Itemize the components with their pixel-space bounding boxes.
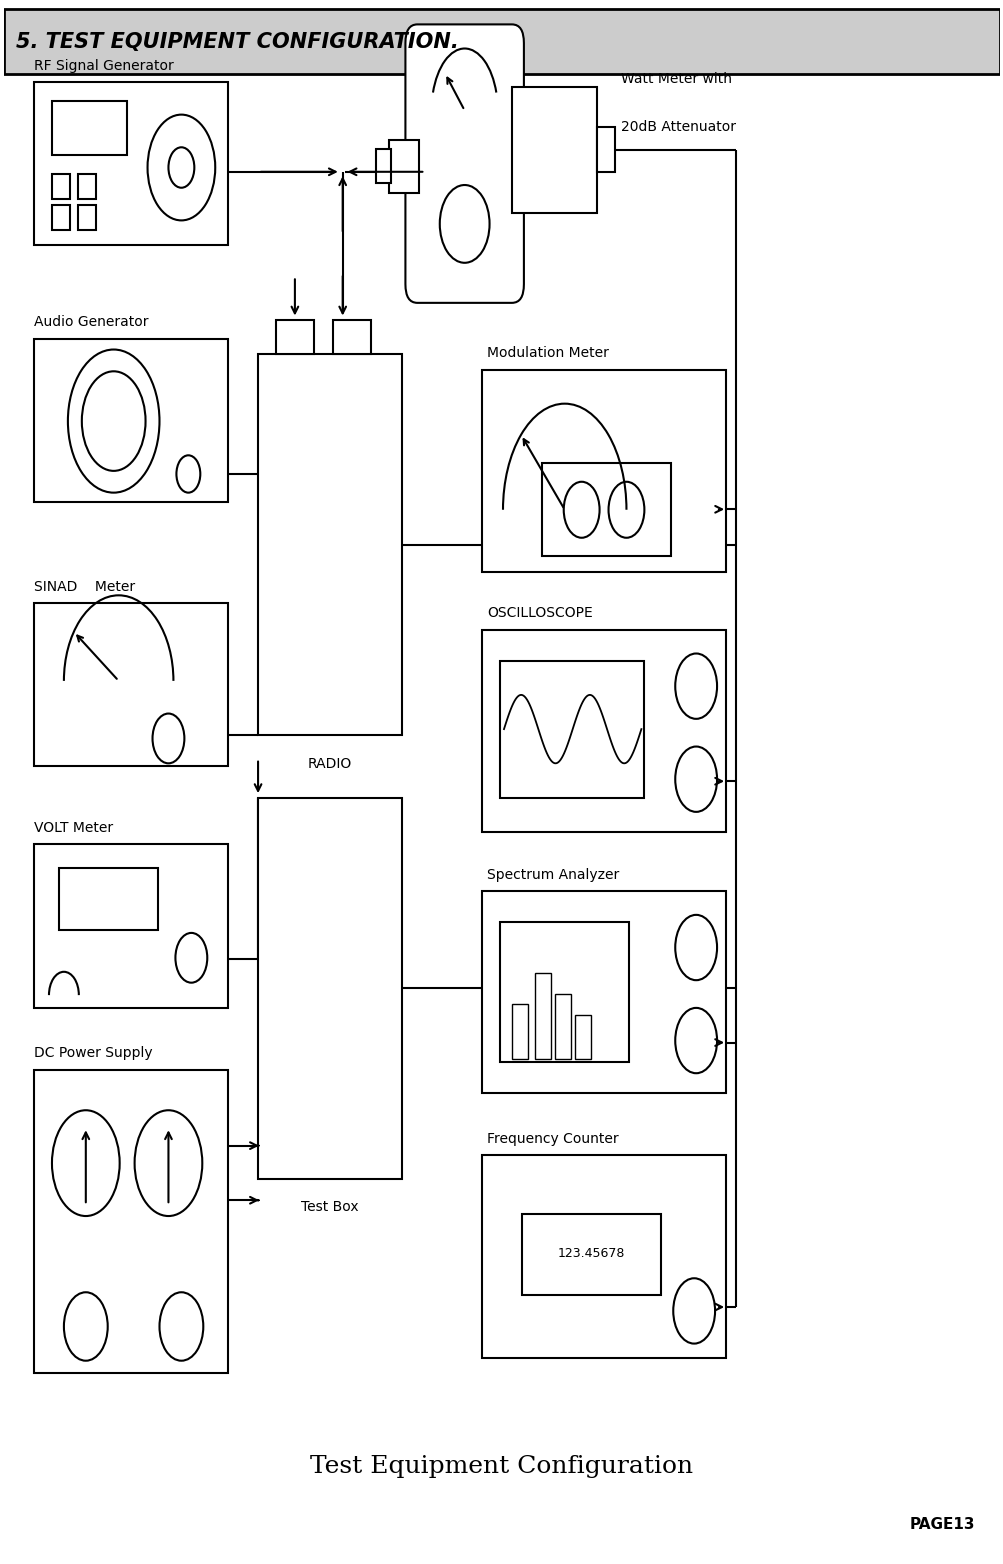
Text: SINAD    Meter: SINAD Meter xyxy=(34,580,135,594)
Bar xyxy=(78,205,95,230)
Bar xyxy=(481,369,725,572)
Bar xyxy=(499,660,644,798)
Text: Test Equipment Configuration: Test Equipment Configuration xyxy=(310,1455,693,1478)
Circle shape xyxy=(439,185,489,263)
FancyBboxPatch shape xyxy=(405,25,524,303)
Bar xyxy=(375,149,391,183)
Circle shape xyxy=(159,1292,203,1361)
Bar xyxy=(481,1156,725,1358)
Bar xyxy=(52,174,70,199)
Bar xyxy=(34,1070,228,1373)
Circle shape xyxy=(82,371,145,471)
Text: Frequency Counter: Frequency Counter xyxy=(486,1132,618,1146)
Circle shape xyxy=(147,114,215,221)
Text: PAGE13: PAGE13 xyxy=(909,1517,974,1531)
Bar xyxy=(542,463,671,557)
Bar xyxy=(258,353,402,735)
Circle shape xyxy=(134,1110,202,1217)
Circle shape xyxy=(675,915,716,981)
Text: Audio Generator: Audio Generator xyxy=(34,316,148,330)
Bar xyxy=(34,339,228,502)
Bar xyxy=(59,868,158,929)
Bar xyxy=(52,205,70,230)
Circle shape xyxy=(675,746,716,812)
Bar xyxy=(332,321,370,353)
Circle shape xyxy=(177,455,201,493)
Circle shape xyxy=(673,1278,714,1343)
Bar xyxy=(481,891,725,1093)
Bar xyxy=(555,993,570,1059)
Text: RADIO: RADIO xyxy=(308,757,352,771)
Text: 123.45678: 123.45678 xyxy=(558,1247,625,1261)
Circle shape xyxy=(675,654,716,719)
Bar xyxy=(512,1004,528,1059)
Text: Modulation Meter: Modulation Meter xyxy=(486,346,609,360)
Bar xyxy=(481,630,725,832)
Bar xyxy=(52,100,126,155)
Bar xyxy=(34,604,228,766)
Bar xyxy=(4,9,999,74)
Text: 20dB Attenuator: 20dB Attenuator xyxy=(621,120,736,135)
Bar xyxy=(499,923,629,1062)
Bar xyxy=(389,139,419,192)
Text: 5. TEST EQUIPMENT CONFIGURATION.: 5. TEST EQUIPMENT CONFIGURATION. xyxy=(16,31,458,52)
Bar xyxy=(34,845,228,1007)
Bar xyxy=(34,81,228,246)
Text: OSCILLOSCOPE: OSCILLOSCOPE xyxy=(486,607,592,621)
Circle shape xyxy=(608,482,644,538)
Circle shape xyxy=(68,349,159,493)
Text: Test Box: Test Box xyxy=(301,1201,359,1215)
Text: RF Signal Generator: RF Signal Generator xyxy=(34,58,174,72)
Circle shape xyxy=(152,713,185,763)
Circle shape xyxy=(52,1110,119,1217)
Bar xyxy=(276,321,314,353)
Circle shape xyxy=(64,1292,107,1361)
Bar xyxy=(596,127,614,172)
Text: Watt Meter with: Watt Meter with xyxy=(621,72,732,86)
Circle shape xyxy=(169,147,195,188)
Circle shape xyxy=(675,1007,716,1073)
Text: VOLT Meter: VOLT Meter xyxy=(34,821,113,835)
Bar xyxy=(78,174,95,199)
Bar xyxy=(574,1015,590,1059)
Circle shape xyxy=(176,932,207,982)
Bar xyxy=(522,1215,661,1295)
Bar xyxy=(258,798,402,1179)
Bar xyxy=(535,973,551,1059)
Text: DC Power Supply: DC Power Supply xyxy=(34,1046,152,1060)
Circle shape xyxy=(563,482,599,538)
Bar xyxy=(512,86,596,213)
Text: Spectrum Analyzer: Spectrum Analyzer xyxy=(486,868,619,882)
